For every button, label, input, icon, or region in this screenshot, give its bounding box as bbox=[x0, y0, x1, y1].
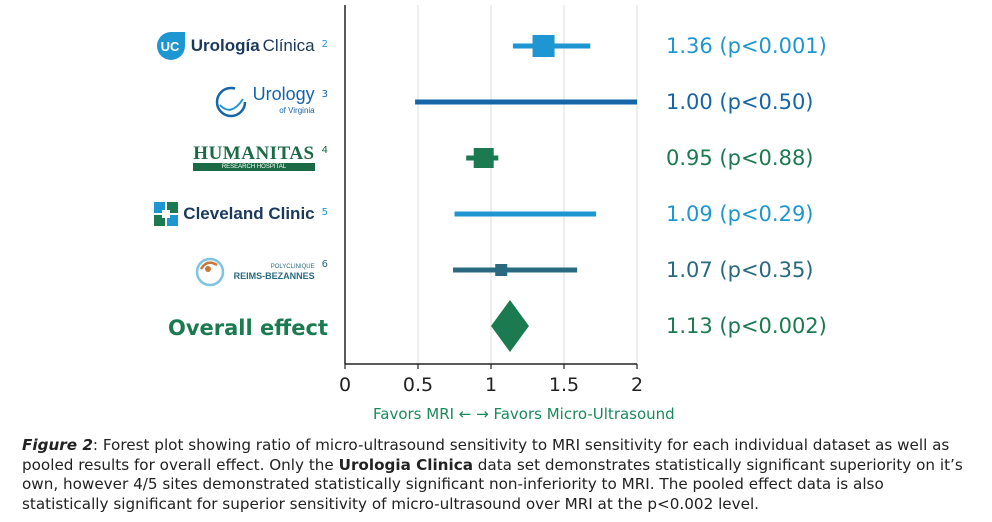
x-tick-label: 0 bbox=[338, 374, 352, 396]
humanitas-sub: RESEARCH HOSPITAL bbox=[193, 163, 315, 171]
study-label-reims-bezannes: POLYCLINIQUE REIMS-BEZANNES 6 bbox=[193, 257, 328, 306]
result-urologia: 1.36 (p<0.001) bbox=[666, 34, 827, 58]
caption-bold: Urologia Clinica bbox=[338, 455, 473, 474]
result-humanitas: 0.95 (p<0.88) bbox=[666, 146, 814, 170]
x-axis-label: Favors MRI ← → Favors Micro-Ultrasound bbox=[373, 405, 675, 423]
point-estimate bbox=[473, 148, 494, 168]
reims-swirl-icon bbox=[195, 257, 224, 287]
point-estimate bbox=[495, 264, 508, 276]
caption-text-1: : Forest plot showing ratio of micro-ult… bbox=[22, 436, 950, 474]
virginia-swoosh-icon bbox=[215, 86, 246, 118]
ref-6: 6 bbox=[321, 258, 328, 270]
axes bbox=[344, 5, 638, 369]
virginia-sub: of Virginia bbox=[279, 105, 315, 115]
result-overall: 1.13 (p<0.002) bbox=[666, 314, 827, 338]
study-label-urologia-clinica: UC Urología Clínica 2 bbox=[156, 32, 328, 76]
x-tick-label: 2 bbox=[630, 374, 644, 396]
point-estimate bbox=[532, 35, 555, 57]
figure-caption: Figure 2: Forest plot showing ratio of m… bbox=[22, 436, 972, 514]
result-virginia: 1.00 (p<0.50) bbox=[666, 90, 814, 114]
x-tick-label: 1.5 bbox=[548, 374, 580, 396]
virginia-name: Urology bbox=[252, 83, 315, 104]
study-label-urology-of-virginia: Urology of Virginia 3 bbox=[214, 85, 328, 136]
humanitas-name: HUMANITAS bbox=[193, 143, 315, 164]
cleveland-name: Cleveland Clinic bbox=[183, 204, 315, 223]
reims-top: POLYCLINIQUE bbox=[270, 264, 315, 270]
result-reims: 1.07 (p<0.35) bbox=[666, 258, 814, 282]
ref-2: 2 bbox=[321, 38, 328, 50]
result-cleveland: 1.09 (p<0.29) bbox=[666, 202, 814, 226]
forest-plot bbox=[344, 5, 638, 369]
ref-3: 3 bbox=[321, 88, 328, 100]
svg-text:UC: UC bbox=[160, 39, 179, 54]
caption-figure-number: Figure 2 bbox=[22, 436, 93, 454]
urologia-name: Urología bbox=[190, 36, 260, 55]
x-tick-label: 0.5 bbox=[402, 374, 434, 396]
study-label-humanitas: HUMANITAS RESEARCH HOSPITAL 4 bbox=[193, 144, 328, 184]
urologia-logo-icon: UC bbox=[156, 32, 185, 60]
ref-5: 5 bbox=[321, 206, 328, 218]
reims-name: REIMS-BEZANNES bbox=[233, 271, 315, 281]
ref-4: 4 bbox=[321, 144, 328, 156]
urologia-name2: Clínica bbox=[262, 36, 315, 55]
study-label-cleveland-clinic: Cleveland Clinic 5 bbox=[154, 202, 328, 238]
study-marks bbox=[415, 35, 637, 352]
grid-lines bbox=[417, 5, 638, 364]
x-tick-label: 1 bbox=[484, 374, 498, 396]
caption-text-2: data set demonstrates statistically sign… bbox=[22, 455, 963, 513]
overall-label: Overall effect bbox=[167, 316, 328, 340]
pooled-diamond bbox=[491, 300, 529, 352]
cleveland-cross-icon bbox=[154, 202, 179, 226]
study-label-overall-effect: Overall effect bbox=[168, 316, 328, 352]
